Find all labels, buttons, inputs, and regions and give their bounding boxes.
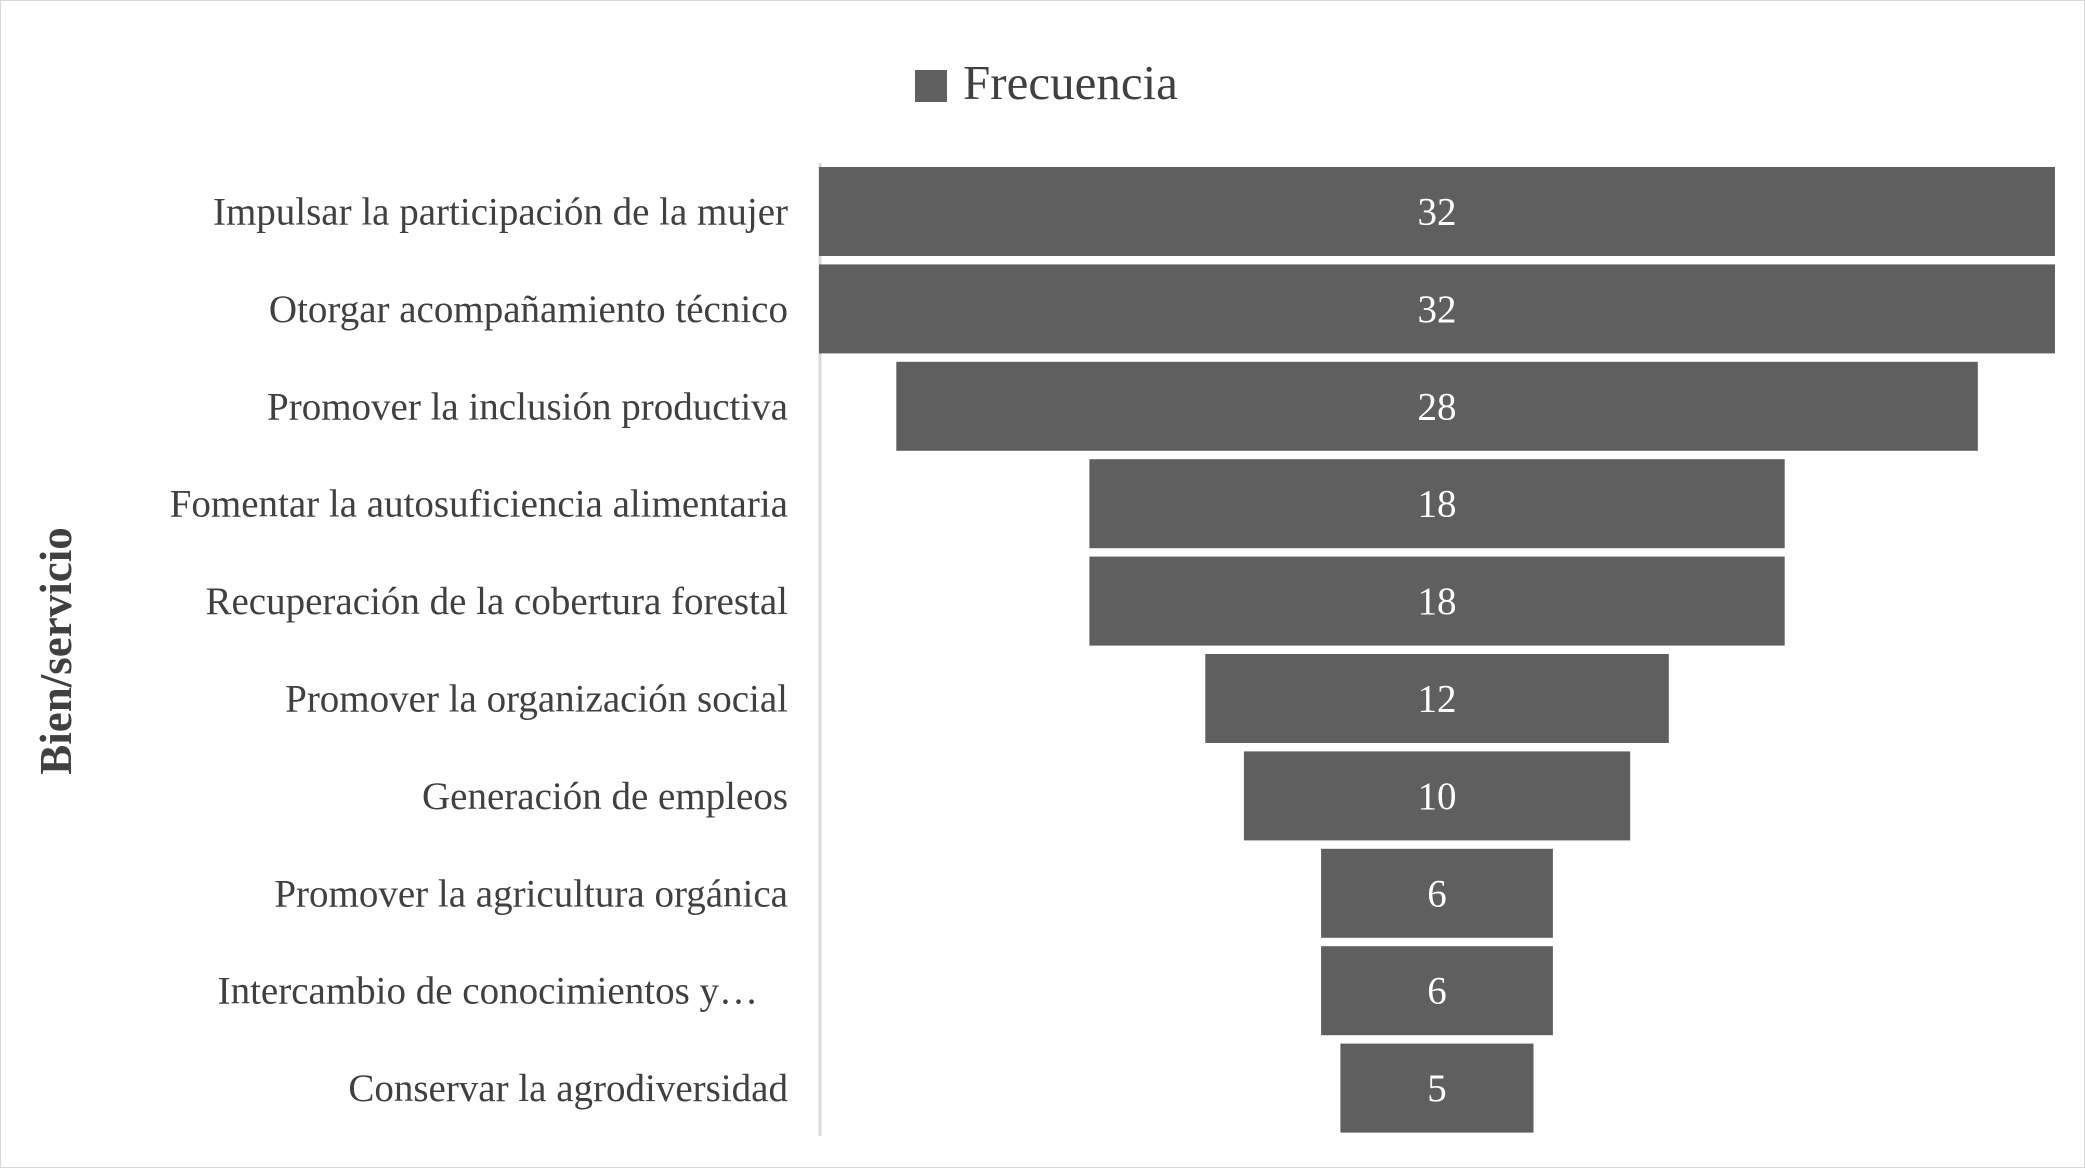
data-label-10: 5 — [1427, 1067, 1447, 1110]
y-axis-title: Bien/servicio — [31, 527, 81, 774]
funnel-bar-8 — [1321, 848, 1553, 938]
funnel-bar-4 — [1089, 459, 1785, 549]
data-label-8: 6 — [1427, 872, 1447, 915]
category-label-4: Fomentar la autosuficiencia alimentaria — [170, 483, 788, 526]
funnel-bar-3 — [896, 361, 1978, 451]
data-label-1: 32 — [1418, 191, 1457, 234]
data-label-2: 32 — [1418, 288, 1457, 331]
category-label-5: Recuperación de la cobertura forestal — [205, 580, 788, 623]
funnel-bar-6 — [1205, 654, 1669, 743]
funnel-bar-9 — [1321, 946, 1553, 1036]
funnel-bar-10 — [1340, 1043, 1534, 1133]
data-label-6: 12 — [1418, 678, 1457, 721]
funnel-bar-7 — [1243, 751, 1631, 841]
data-label-7: 10 — [1418, 775, 1457, 818]
data-label-9: 6 — [1427, 970, 1447, 1013]
legend: Frecuencia — [915, 55, 1178, 110]
category-label-10: Conservar la agrodiversidad — [348, 1067, 788, 1110]
legend-label-frecuencia: Frecuencia — [963, 55, 1178, 110]
funnel-bar-1 — [819, 167, 2055, 256]
category-label-3: Promover la inclusión productiva — [267, 385, 788, 428]
category-label-7: Generación de empleos — [422, 775, 788, 818]
category-label-8: Promover la agricultura orgánica — [274, 872, 788, 915]
data-label-3: 28 — [1418, 385, 1457, 428]
category-label-9: Intercambio de conocimientos y… — [218, 970, 758, 1013]
data-label-5: 18 — [1418, 580, 1457, 623]
funnel-bar-5 — [1089, 556, 1785, 646]
funnel-bars: 32 32 28 18 18 12 10 6 6 5 — [819, 167, 2055, 1133]
category-label-1: Impulsar la participación de la mujer — [213, 191, 788, 234]
data-label-4: 18 — [1418, 483, 1457, 526]
funnel-bar-2 — [819, 264, 2055, 354]
legend-swatch-frecuencia — [915, 70, 947, 102]
category-label-6: Promover la organización social — [285, 678, 788, 721]
category-labels: Impulsar la participación de la mujer Oto… — [170, 191, 789, 1111]
category-label-2: Otorgar acompañamiento técnico — [269, 288, 788, 331]
